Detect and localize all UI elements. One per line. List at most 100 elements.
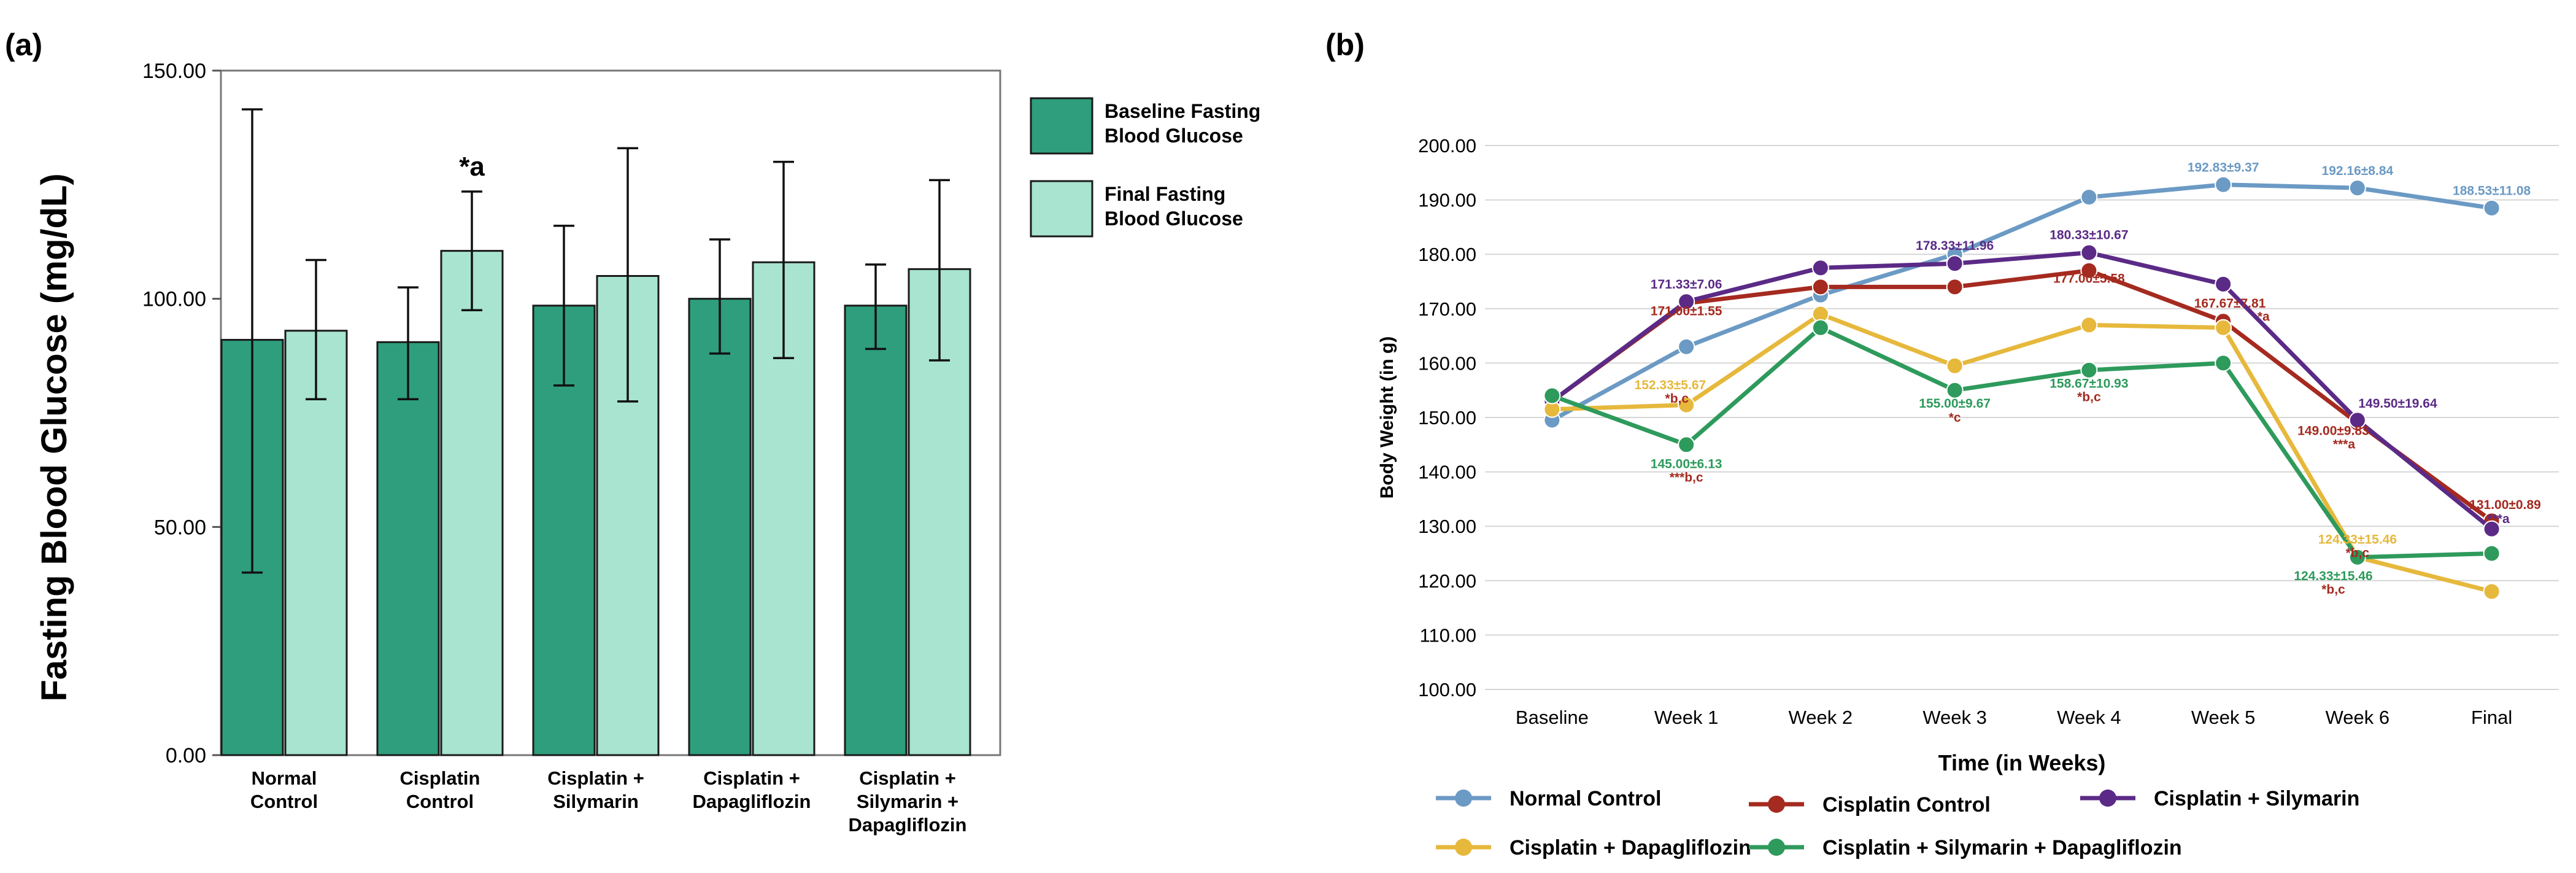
data-annotation: ***a [2333, 438, 2356, 452]
data-point-cisplatin_silymarin [1678, 293, 1695, 311]
line-y-tick-label: 130.00 [1418, 516, 1476, 537]
data-annotation: 131.00±0.89 [2469, 498, 2541, 512]
series-line-cisplatin_control [1551, 268, 2493, 523]
bar-category-label: Cisplatin [400, 767, 480, 789]
data-point-cisplatin_sily_dapa [2080, 361, 2098, 379]
series-line-cisplatin_silymarin [1551, 250, 2493, 531]
series-line-cisplatin_dapagliflozin [1552, 312, 2493, 594]
data-point-cisplatin_silymarin [2483, 520, 2501, 538]
bar-legend-label: Blood Glucose [1105, 125, 1243, 147]
data-point-cisplatin_dapagliflozin [1946, 357, 1964, 374]
bar-legend-label: Final Fasting [1105, 183, 1225, 205]
data-annotation: 124.33±15.46 [2294, 569, 2372, 583]
line-x-tick-label: Week 5 [2191, 707, 2256, 728]
line-legend-label: Normal Control [1510, 787, 1661, 810]
baseline-bar [376, 341, 440, 756]
data-point-cisplatin_dapagliflozin [2483, 583, 2501, 600]
legend-marker-normal_control [1455, 790, 1472, 807]
data-annotation: 180.33±10.67 [2050, 228, 2128, 242]
line-y-tick-label: 180.00 [1418, 244, 1476, 265]
data-annotation: 155.00±9.67 [1919, 397, 1991, 411]
legend-marker-cisplatin_control [1768, 796, 1785, 813]
data-point-cisplatin_sily_dapa [2483, 545, 2501, 562]
bar-legend-label: Baseline Fasting [1105, 100, 1260, 122]
line-x-tick-label: Week 1 [1654, 707, 1719, 728]
data-point-cisplatin_silymarin [1946, 255, 1964, 273]
line-y-tick-label: 190.00 [1418, 190, 1476, 211]
data-annotation: ***a [2487, 512, 2510, 526]
legend-swatch-final [1030, 180, 1093, 238]
bar-category-label: Cisplatin + [703, 767, 800, 789]
data-point-cisplatin_dapagliflozin [2215, 319, 2232, 336]
bar-category-label: Silymarin + [857, 791, 958, 812]
bar-y-tick-label: 0.00 [166, 744, 206, 767]
bar-category-label: Dapagliflozin [693, 791, 811, 812]
data-point-cisplatin_dapagliflozin [2080, 316, 2098, 334]
data-annotation: 167.67±7.81 [2194, 297, 2266, 311]
bar-y-axis-title: Fasting Blood Glucose (mg/dL) [34, 173, 74, 701]
data-point-cisplatin_control [1946, 278, 1964, 296]
baseline-bar [688, 298, 752, 756]
bar-chart: 0.00 50.00 100.00 150.00 Fasting Blood Gluco… [34, 60, 1260, 836]
panel-label-a: (a) [5, 28, 42, 62]
data-annotation: 158.67±10.93 [2050, 376, 2128, 390]
data-point-cisplatin_sily_dapa [1946, 381, 1964, 399]
bar-category-label: Dapagliflozin [849, 814, 967, 836]
line-x-tick-label: Week 4 [2057, 707, 2121, 728]
line-y-axis-title: Body Weight (in g) [1377, 336, 1397, 499]
line-x-tick-label: Baseline [1516, 707, 1589, 728]
data-annotation: 188.53±11.08 [2453, 184, 2531, 198]
series-line-normal_control [1551, 182, 2493, 422]
legend-marker-cisplatin_silymarin [2099, 790, 2116, 807]
data-point-cisplatin_sily_dapa [1678, 436, 1695, 454]
bar-category-label: Silymarin [553, 791, 639, 812]
legend-marker-cisplatin_dapagliflozin [1455, 839, 1472, 856]
data-annotation: 145.00±6.13 [1651, 457, 1722, 471]
line-x-axis-title: Time (in Weeks) [1938, 750, 2106, 775]
panel-label-b: (b) [1325, 28, 1365, 62]
data-point-cisplatin_sily_dapa [1811, 319, 1829, 336]
data-annotation: *c [1949, 411, 1961, 425]
data-annotation: *b,c [2321, 583, 2345, 597]
bar-category-label: Control [250, 791, 318, 812]
data-point-normal_control [2483, 199, 2501, 217]
significance-label: *a [459, 152, 485, 182]
bar-category-label: Cisplatin + [859, 767, 956, 789]
data-annotation: *b,c [2077, 390, 2101, 404]
bar-category-label: Control [406, 791, 474, 812]
data-point-normal_control [2080, 188, 2098, 206]
bar-y-tick-label: 150.00 [142, 60, 206, 83]
line-legend-label: Cisplatin Control [1822, 793, 1991, 817]
legend-marker-cisplatin_sily_dapa [1768, 839, 1785, 856]
data-point-cisplatin_sily_dapa [2215, 354, 2232, 372]
data-annotation: *a [2258, 309, 2270, 324]
line-y-tick-label: 160.00 [1418, 352, 1476, 374]
line-y-tick-label: 100.00 [1418, 679, 1476, 700]
line-x-tick-label: Final [2471, 707, 2512, 728]
data-annotation: *b,c [1665, 392, 1689, 406]
line-y-tick-label: 110.00 [1419, 624, 1476, 646]
data-annotation: 171.00±1.55 [1651, 304, 1722, 318]
bar-y-tick-label: 50.00 [154, 516, 206, 539]
line-x-tick-label: Week 3 [1922, 707, 1987, 728]
data-annotation: 178.33±11.96 [1916, 239, 1994, 253]
series-line-cisplatin_sily_dapa [1551, 325, 2492, 560]
line-legend-label: Cisplatin + Silymarin + Dapagliflozin [1822, 836, 2182, 859]
line-x-tick-label: Week 6 [2326, 707, 2390, 728]
data-point-normal_control [2348, 179, 2366, 197]
bar-category-label: Normal [252, 767, 317, 789]
line-y-tick-label: 120.00 [1418, 570, 1476, 592]
final-bar [284, 330, 348, 756]
data-point-normal_control [2215, 176, 2232, 193]
line-legend-label: Cisplatin + Dapagliflozin [1510, 836, 1751, 859]
line-y-tick-label: 200.00 [1418, 135, 1476, 157]
legend-swatch-baseline [1030, 97, 1093, 155]
line-x-tick-label: Week 2 [1789, 707, 1853, 728]
line-y-tick-label: 170.00 [1418, 298, 1476, 320]
final-bar [440, 250, 504, 756]
data-point-cisplatin_silymarin [2080, 244, 2098, 262]
data-annotation: ***b,c [1670, 471, 1703, 485]
bar-y-tick-label: 100.00 [142, 288, 206, 311]
data-annotation: 171.33±7.06 [1651, 277, 1722, 292]
